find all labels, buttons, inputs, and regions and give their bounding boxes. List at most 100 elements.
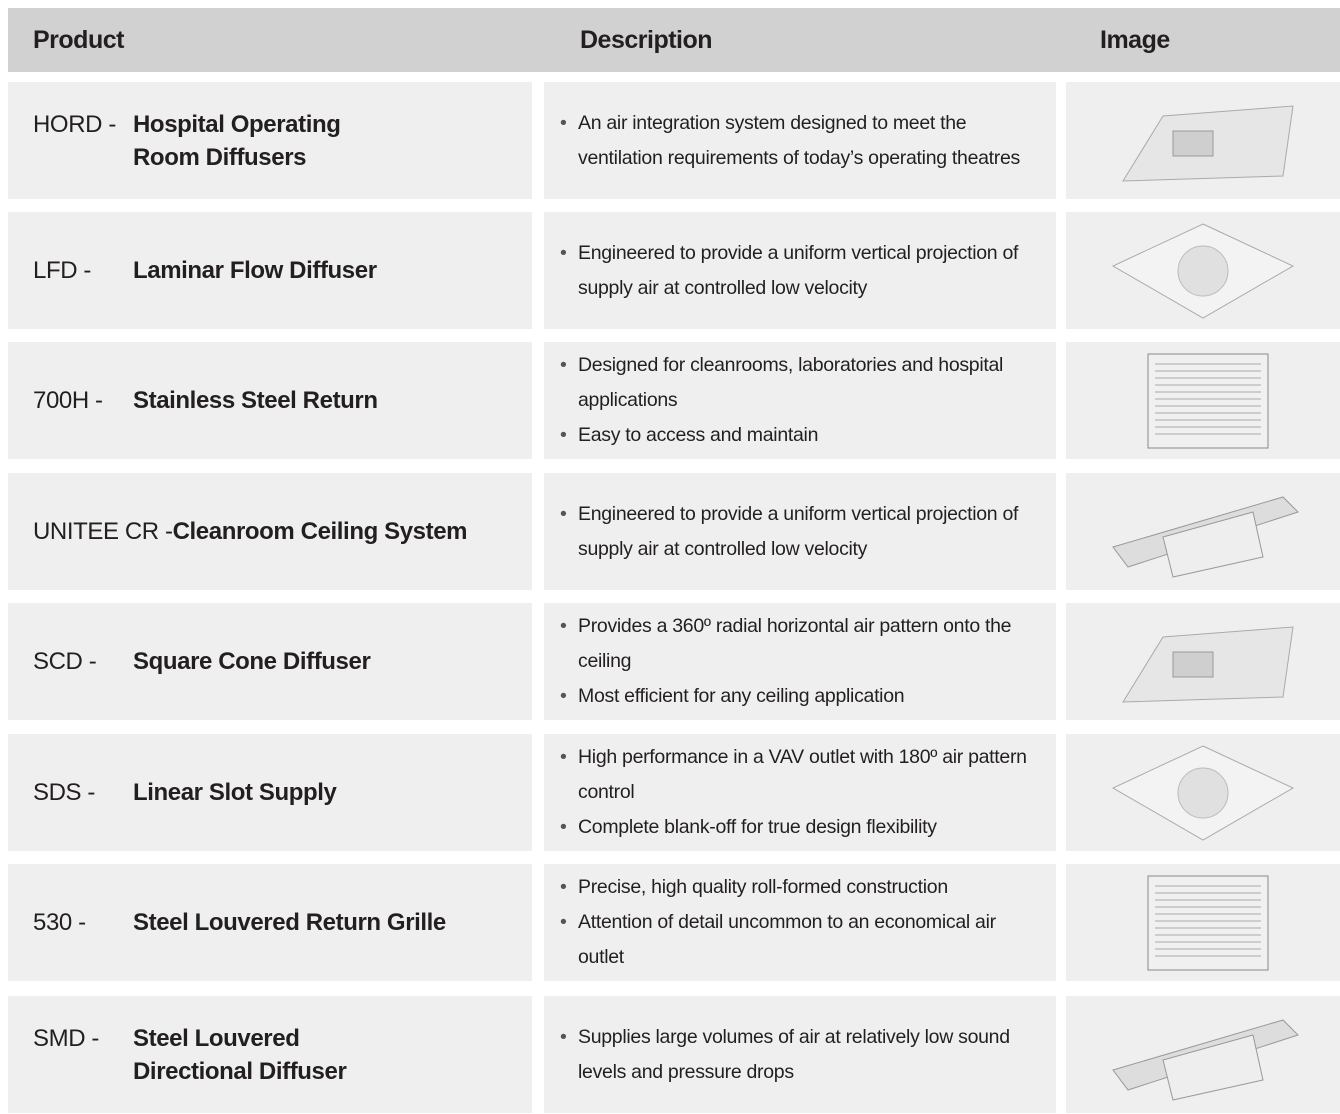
product-image — [1112, 495, 1299, 578]
image-cell — [1066, 212, 1340, 329]
product-name: Steel Louvered Return Grille — [133, 906, 446, 939]
product-name: Square Cone Diffuser — [133, 645, 371, 678]
description-list: Engineered to provide a uniform vertical… — [556, 236, 1036, 306]
product-name-line: Stainless Steel Return — [133, 387, 378, 414]
product-name-line: Room Diffusers — [133, 143, 307, 171]
description-cell: Supplies large volumes of air at relativ… — [544, 996, 1056, 1113]
image-cell — [1066, 996, 1340, 1113]
product: SCD - Square Cone Diffuser — [33, 645, 371, 678]
image-shape — [1162, 1033, 1264, 1101]
product-cell: SDS - Linear Slot Supply — [8, 734, 532, 851]
image-shape — [1172, 651, 1214, 677]
product-image — [1122, 104, 1294, 182]
product-image — [1111, 744, 1295, 841]
product-name: Steel Louvered Directional Diffuser — [133, 1022, 347, 1088]
image-shape — [1147, 353, 1269, 448]
product: UNITEE CR - Cleanroom Ceiling System — [33, 515, 467, 548]
table-row: UNITEE CR -Cleanroom Ceiling System Engin… — [8, 473, 1340, 590]
table-row: 700H - Stainless Steel Return Designed for… — [8, 342, 1340, 459]
product-name-line: Linear Slot Supply — [133, 779, 337, 806]
product-cell: UNITEE CR - Cleanroom Ceiling System — [8, 473, 532, 590]
product-name: Stainless Steel Return — [133, 384, 378, 417]
description-list: An air integration system designed to me… — [556, 106, 1036, 176]
description-bullet: Provides a 360º radial horizontal air pa… — [556, 609, 1036, 679]
description-cell: Engineered to provide a uniform vertical… — [544, 473, 1056, 590]
product: SMD - Steel Louvered Directional Diffuser — [33, 1022, 347, 1088]
image-cell — [1066, 734, 1340, 851]
product-cell: LFD - Laminar Flow Diffuser — [8, 212, 532, 329]
product: SDS - Linear Slot Supply — [33, 776, 337, 809]
description-cell: Precise, high quality roll-formed constr… — [544, 864, 1056, 981]
description-bullet: An air integration system designed to me… — [556, 106, 1036, 176]
image-shape — [1172, 130, 1214, 156]
product-image — [1112, 1018, 1299, 1101]
product: HORD - Hospital Operating Room Diffusers — [33, 108, 341, 174]
product: 700H - Stainless Steel Return — [33, 384, 378, 417]
description-cell: An air integration system designed to me… — [544, 82, 1056, 199]
description-list: Supplies large volumes of air at relativ… — [556, 1020, 1036, 1090]
product-cell: SMD - Steel Louvered Directional Diffuser — [8, 996, 532, 1113]
product-image — [1111, 222, 1295, 319]
product-name-line: Laminar Flow Diffuser — [133, 257, 377, 284]
description-list: Designed for cleanrooms, laboratories an… — [556, 348, 1036, 453]
product-image — [1122, 625, 1294, 703]
image-shape — [1177, 245, 1229, 296]
product-cell: 530 - Steel Louvered Return Grille — [8, 864, 532, 981]
description-list: Precise, high quality roll-formed constr… — [556, 870, 1036, 975]
image-shape — [1177, 767, 1229, 818]
description-cell: Designed for cleanrooms, laboratories an… — [544, 342, 1056, 459]
header-image: Image — [1100, 26, 1170, 54]
product-image — [1147, 875, 1269, 970]
description-bullet: Precise, high quality roll-formed constr… — [556, 870, 1036, 905]
product: LFD - Laminar Flow Diffuser — [33, 254, 377, 287]
product-code: 530 - — [33, 909, 86, 936]
description-cell: Provides a 360º radial horizontal air pa… — [544, 603, 1056, 720]
header-product: Product — [33, 26, 124, 54]
product-code: 700H - — [33, 387, 103, 414]
description-bullet: Attention of detail uncommon to an econo… — [556, 905, 1036, 975]
image-cell — [1066, 82, 1340, 199]
product-name-line: Cleanroom Ceiling System — [172, 518, 468, 545]
description-bullet: Supplies large volumes of air at relativ… — [556, 1020, 1036, 1090]
table-row: SDS - Linear Slot Supply High performance … — [8, 734, 1340, 851]
product-code: SMD - — [33, 1024, 99, 1052]
image-cell — [1066, 603, 1340, 720]
product-code: LFD - — [33, 257, 92, 284]
header-description: Description — [580, 26, 713, 54]
description-bullet: Engineered to provide a uniform vertical… — [556, 497, 1036, 567]
description-bullet: Easy to access and maintain — [556, 418, 1036, 453]
description-list: Provides a 360º radial horizontal air pa… — [556, 609, 1036, 714]
table-row: HORD - Hospital Operating Room Diffusers An… — [8, 82, 1340, 199]
product-name-line: Steel Louvered — [133, 1024, 300, 1052]
image-cell — [1066, 473, 1340, 590]
description-cell: Engineered to provide a uniform vertical… — [544, 212, 1056, 329]
product-cell: 700H - Stainless Steel Return — [8, 342, 532, 459]
description-bullet: Engineered to provide a uniform vertical… — [556, 236, 1036, 306]
product-code: SCD - — [33, 648, 97, 675]
description-bullet: High performance in a VAV outlet with 18… — [556, 740, 1036, 810]
table-row: SCD - Square Cone Diffuser Provides a 360º… — [8, 603, 1340, 720]
description-list: Engineered to provide a uniform vertical… — [556, 497, 1036, 567]
product-name: Laminar Flow Diffuser — [133, 254, 377, 287]
product-code: SDS - — [33, 779, 96, 806]
description-cell: High performance in a VAV outlet with 18… — [544, 734, 1056, 851]
product-image — [1147, 353, 1269, 448]
table-row: LFD - Laminar Flow Diffuser Engineered to … — [8, 212, 1340, 329]
image-shape — [1147, 875, 1269, 970]
image-cell — [1066, 864, 1340, 981]
product-name: Hospital Operating Room Diffusers — [133, 108, 341, 174]
image-shape — [1162, 510, 1264, 578]
table-header: Product Description Image — [8, 8, 1340, 72]
description-bullet: Most efficient for any ceiling applicati… — [556, 679, 1036, 714]
product-name-line: Directional Diffuser — [133, 1057, 347, 1085]
product-name-line: Steel Louvered Return Grille — [133, 909, 446, 936]
description-list: High performance in a VAV outlet with 18… — [556, 740, 1036, 845]
product-code: UNITEE CR - — [33, 518, 173, 545]
product-cell: HORD - Hospital Operating Room Diffusers — [8, 82, 532, 199]
product-code: HORD - — [33, 110, 116, 138]
product-name-line: Hospital Operating — [133, 110, 341, 138]
product: 530 - Steel Louvered Return Grille — [33, 906, 446, 939]
product-name: Linear Slot Supply — [133, 776, 337, 809]
table-row: 530 - Steel Louvered Return Grille Precise… — [8, 864, 1340, 981]
